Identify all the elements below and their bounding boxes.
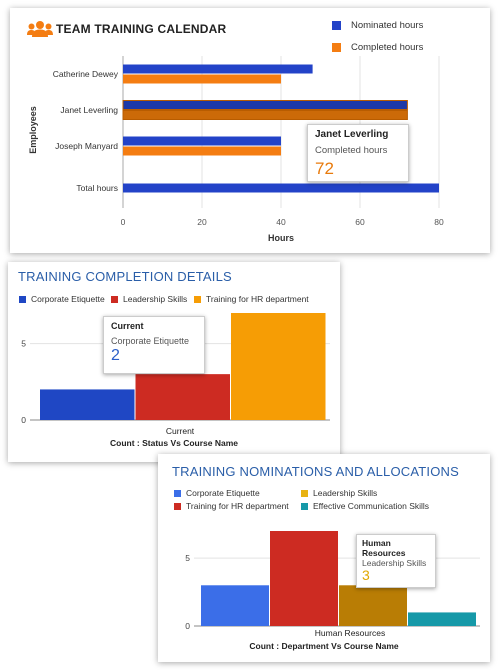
- tooltip-title: Current: [111, 321, 144, 331]
- legend-swatch: [301, 489, 308, 497]
- nominations-bar-chart: 0 5 Human Resources: [185, 531, 480, 638]
- legend-label: Completed hours: [351, 42, 424, 53]
- tooltip-title: Human Resources: [362, 538, 430, 558]
- legend-item-hr[interactable]: Training for HR department: [194, 294, 309, 304]
- legend-swatch: [332, 21, 341, 30]
- x-tick-label: 60: [355, 217, 365, 227]
- chart-tooltip: Current Corporate Etiquette 2: [103, 316, 205, 374]
- completion-bar-chart: 0 5 Current: [21, 313, 330, 436]
- y-tick-label: 5: [21, 339, 26, 349]
- legend-swatch: [301, 502, 308, 510]
- bar: [339, 585, 407, 626]
- x-tick-label: 40: [276, 217, 286, 227]
- legend-label: Training for HR department: [206, 294, 309, 304]
- bar: [122, 110, 408, 120]
- legend-item-leadership[interactable]: Leadership Skills: [301, 488, 377, 498]
- tooltip-value: 72: [315, 159, 334, 178]
- legend-swatch: [174, 489, 181, 497]
- legend-item-nominated[interactable]: Nominated hours: [332, 20, 423, 31]
- y-tick-label: Total hours: [76, 183, 118, 193]
- chart-tooltip: Human Resources Leadership Skills 3: [356, 534, 436, 588]
- legend-label: Corporate Etiquette: [186, 488, 260, 498]
- chart-title: TRAINING COMPLETION DETAILS: [18, 269, 232, 284]
- bar: [122, 100, 408, 110]
- bar: [123, 136, 281, 146]
- x-tick-label: 20: [197, 217, 207, 227]
- y-tick-label: 5: [185, 553, 190, 563]
- x-tick-label: 0: [121, 217, 126, 227]
- legend-item-corporate[interactable]: Corporate Etiquette: [174, 488, 260, 498]
- chart-subtitle: Count : Status Vs Course Name: [110, 438, 238, 448]
- team-training-calendar-card: TEAM TRAINING CALENDAR Nominated hours C…: [10, 8, 490, 253]
- x-tick-label: 80: [434, 217, 444, 227]
- tooltip-title: Janet Leverling: [315, 129, 389, 140]
- y-tick-label: Janet Leverling: [60, 105, 118, 115]
- legend-item-leadership[interactable]: Leadership Skills: [111, 294, 187, 304]
- chart-title: TEAM TRAINING CALENDAR: [56, 22, 227, 36]
- bar: [40, 389, 135, 420]
- bar: [123, 146, 281, 156]
- y-tick-label: Joseph Manyard: [55, 141, 118, 151]
- legend-label: Leadership Skills: [313, 488, 378, 498]
- legend-swatch: [111, 295, 118, 303]
- chart-subtitle: Count : Department Vs Course Name: [249, 641, 399, 651]
- bar: [231, 313, 326, 420]
- legend-swatch: [332, 43, 341, 52]
- legend-swatch: [174, 502, 181, 510]
- tooltip-series: Corporate Etiquette: [111, 336, 190, 346]
- bar: [123, 64, 313, 74]
- y-axis-label: Employees: [28, 106, 38, 154]
- y-tick-label: 0: [185, 621, 190, 631]
- bar: [270, 531, 338, 626]
- x-tick-label: Current: [166, 426, 195, 436]
- tooltip-value: 3: [362, 567, 370, 583]
- legend-item-completed[interactable]: Completed hours: [332, 42, 423, 53]
- legend-label: Corporate Etiquette: [31, 294, 105, 304]
- team-icon: [27, 21, 53, 37]
- bar: [123, 74, 281, 84]
- legend-label: Nominated hours: [351, 20, 424, 31]
- legend-swatch: [194, 295, 201, 303]
- y-tick-label: Catherine Dewey: [53, 69, 119, 79]
- legend-label: Training for HR department: [186, 501, 289, 511]
- legend-label: Leadership Skills: [123, 294, 188, 304]
- chart-title: TRAINING NOMINATIONS AND ALLOCATIONS: [172, 464, 459, 479]
- training-completion-card: TRAINING COMPLETION DETAILS Corporate Et…: [8, 262, 340, 462]
- bar: [123, 183, 439, 193]
- legend-label: Effective Communication Skills: [313, 501, 430, 511]
- legend-item-corporate[interactable]: Corporate Etiquette: [19, 294, 105, 304]
- training-nominations-card: TRAINING NOMINATIONS AND ALLOCATIONS Cor…: [158, 454, 490, 662]
- tooltip-title-line: Resources: [362, 548, 406, 558]
- bar: [408, 612, 476, 626]
- chart-tooltip: Janet Leverling Completed hours 72: [307, 124, 409, 182]
- bar: [135, 374, 230, 420]
- y-tick-label: 0: [21, 415, 26, 425]
- legend-item-hr[interactable]: Training for HR department: [174, 501, 289, 511]
- tooltip-series: Completed hours: [315, 145, 388, 156]
- tooltip-series: Leadership Skills: [362, 558, 427, 568]
- tooltip-value: 2: [111, 347, 120, 364]
- x-tick-label: Human Resources: [315, 628, 385, 638]
- x-axis-label: Hours: [268, 233, 294, 243]
- bar: [201, 585, 269, 626]
- legend-swatch: [19, 295, 26, 303]
- legend-item-communication[interactable]: Effective Communication Skills: [301, 501, 429, 511]
- tooltip-title-line: Human: [362, 538, 391, 548]
